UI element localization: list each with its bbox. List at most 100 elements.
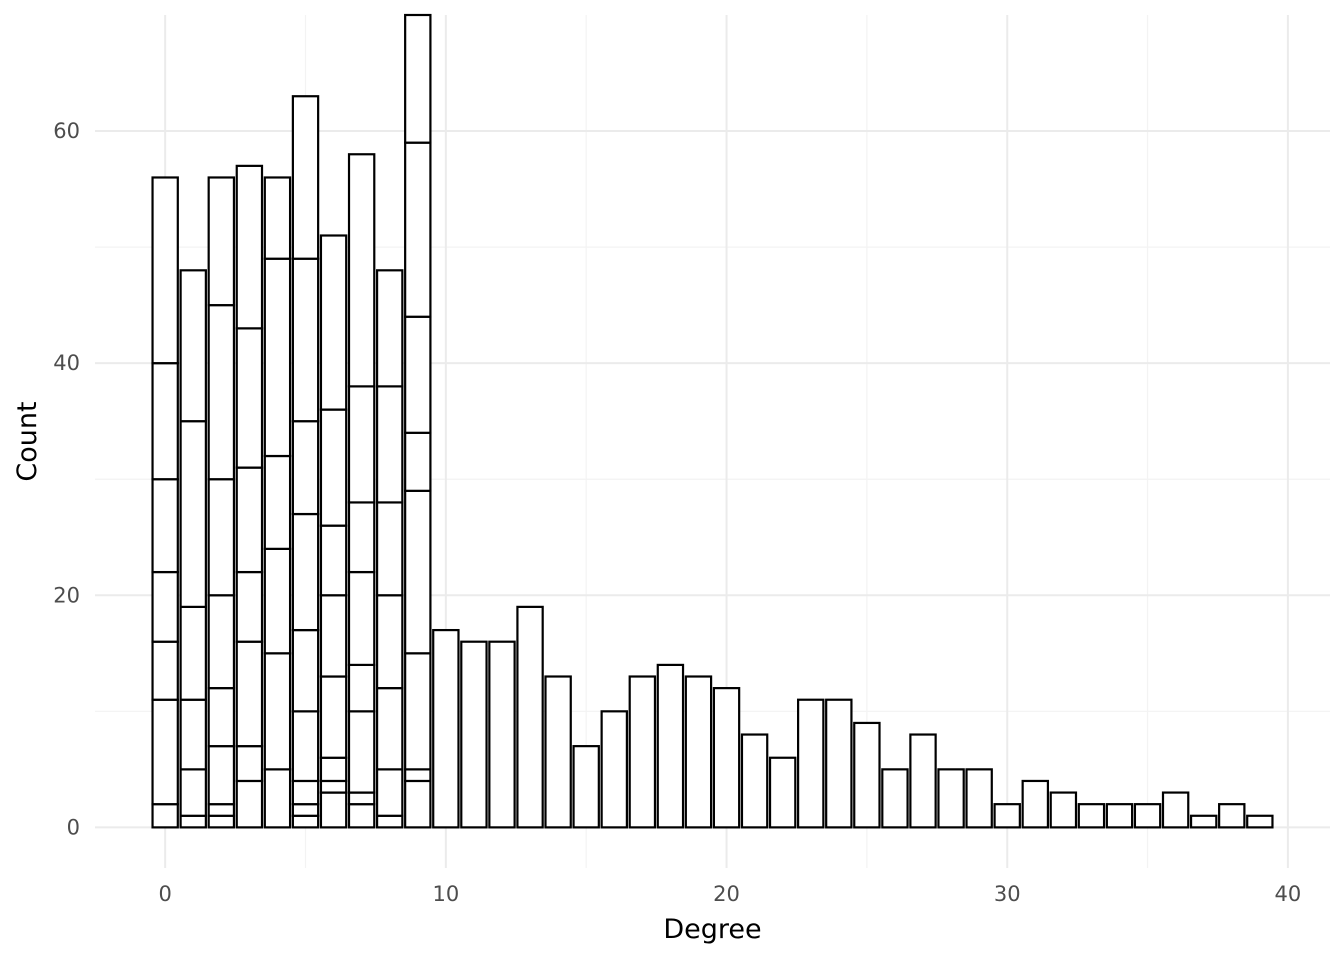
bar-segment [151, 478, 179, 574]
bar-segment [179, 814, 207, 829]
bar-segment [263, 768, 292, 829]
bar-segment [207, 745, 236, 806]
bar-segment [291, 628, 320, 713]
bar-segment [375, 385, 404, 504]
bar-segment [404, 315, 432, 434]
bar-segment [432, 628, 460, 829]
x-axis-title: Degree [663, 914, 761, 945]
bar-segment [319, 524, 348, 597]
bar-segment [151, 362, 179, 481]
bar-segment [319, 594, 348, 678]
bar-segment [572, 745, 600, 829]
bar-segment [151, 698, 179, 806]
bar-segment [404, 13, 432, 144]
bar-segment [179, 420, 207, 608]
bar-segment [712, 687, 741, 829]
bar-segment [1161, 791, 1190, 829]
bar-segment [909, 733, 937, 829]
bar-segment [291, 95, 320, 260]
bar-segment [235, 570, 264, 643]
bar-segment [656, 663, 685, 829]
bar-segment [319, 756, 348, 783]
bar-segment [404, 489, 432, 655]
bar-segment [404, 431, 432, 492]
tick-labels: 0 10 20 30 40 0 20 40 60 [53, 119, 1301, 906]
bar-segment [207, 176, 236, 307]
bar-segment [1189, 814, 1218, 829]
bar-segment [207, 814, 236, 829]
bar-segment [151, 803, 179, 829]
bar-segment [291, 512, 320, 632]
bar-segment [263, 454, 292, 550]
bar-segment [375, 768, 404, 817]
bar-segment [319, 234, 348, 411]
bar-segment [291, 814, 320, 829]
bar-segment [1246, 814, 1274, 829]
bar-segment [993, 803, 1021, 829]
bar-segment [263, 652, 292, 771]
bar-segment [797, 698, 825, 829]
bar-segment [151, 640, 179, 701]
bar-segment [235, 779, 264, 829]
bar-segment [179, 605, 207, 701]
bar-segment [291, 779, 320, 806]
bar-segment [740, 733, 769, 829]
y-axis-title: Count [12, 401, 43, 481]
bar-segment [291, 803, 320, 817]
bar-segment [179, 768, 207, 817]
y-tick-label: 40 [53, 351, 80, 375]
bar-segment [235, 327, 264, 469]
bar-segment [263, 257, 292, 458]
bar-segment [347, 153, 376, 388]
bar-segment [768, 756, 797, 829]
bar-segment [347, 385, 376, 504]
bar-segment [319, 408, 348, 527]
bar-segment [207, 304, 236, 481]
bar-segment [375, 687, 404, 771]
y-tick-label: 0 [67, 815, 80, 839]
bar-segment [1049, 791, 1078, 829]
bar-segment [347, 501, 376, 574]
y-tick-label: 20 [53, 583, 80, 607]
bar-segment [628, 675, 657, 829]
bar-segment [404, 768, 432, 783]
bar-segment [965, 768, 993, 829]
bar-segment [235, 640, 264, 748]
bar-segment [291, 420, 320, 516]
bar-segment [207, 594, 236, 690]
x-tick-label: 10 [432, 882, 459, 906]
bar-segment [488, 640, 516, 829]
bar-segment [291, 257, 320, 423]
bar-segment [937, 768, 965, 829]
y-tick-label: 60 [53, 119, 80, 143]
bar-segment [207, 803, 236, 817]
bar-segment [347, 710, 376, 794]
bar-segment [235, 745, 264, 783]
bar-segment [404, 652, 432, 771]
bar-segment [235, 466, 264, 574]
bar-segment [291, 710, 320, 783]
bar-segment [1077, 803, 1106, 829]
bar-segment [853, 721, 881, 829]
bar-segment [207, 478, 236, 597]
bar-segment [404, 141, 432, 318]
x-tick-label: 0 [158, 882, 171, 906]
bar-segment [207, 687, 236, 748]
bar-segment [319, 791, 348, 829]
bar-segment [179, 269, 207, 423]
bar-segment [375, 501, 404, 597]
bar-segment [684, 675, 713, 829]
bar-segment [1105, 803, 1134, 829]
bar-segment [179, 698, 207, 771]
bars [151, 13, 1274, 829]
bar-segment [404, 779, 432, 829]
bar-segment [151, 570, 179, 643]
bar-segment [1218, 803, 1246, 829]
bar-segment [347, 663, 376, 713]
x-tick-label: 40 [1275, 882, 1302, 906]
bar-segment [544, 675, 572, 829]
x-tick-label: 30 [994, 882, 1021, 906]
bar-segment [263, 547, 292, 655]
bar-segment [881, 768, 909, 829]
